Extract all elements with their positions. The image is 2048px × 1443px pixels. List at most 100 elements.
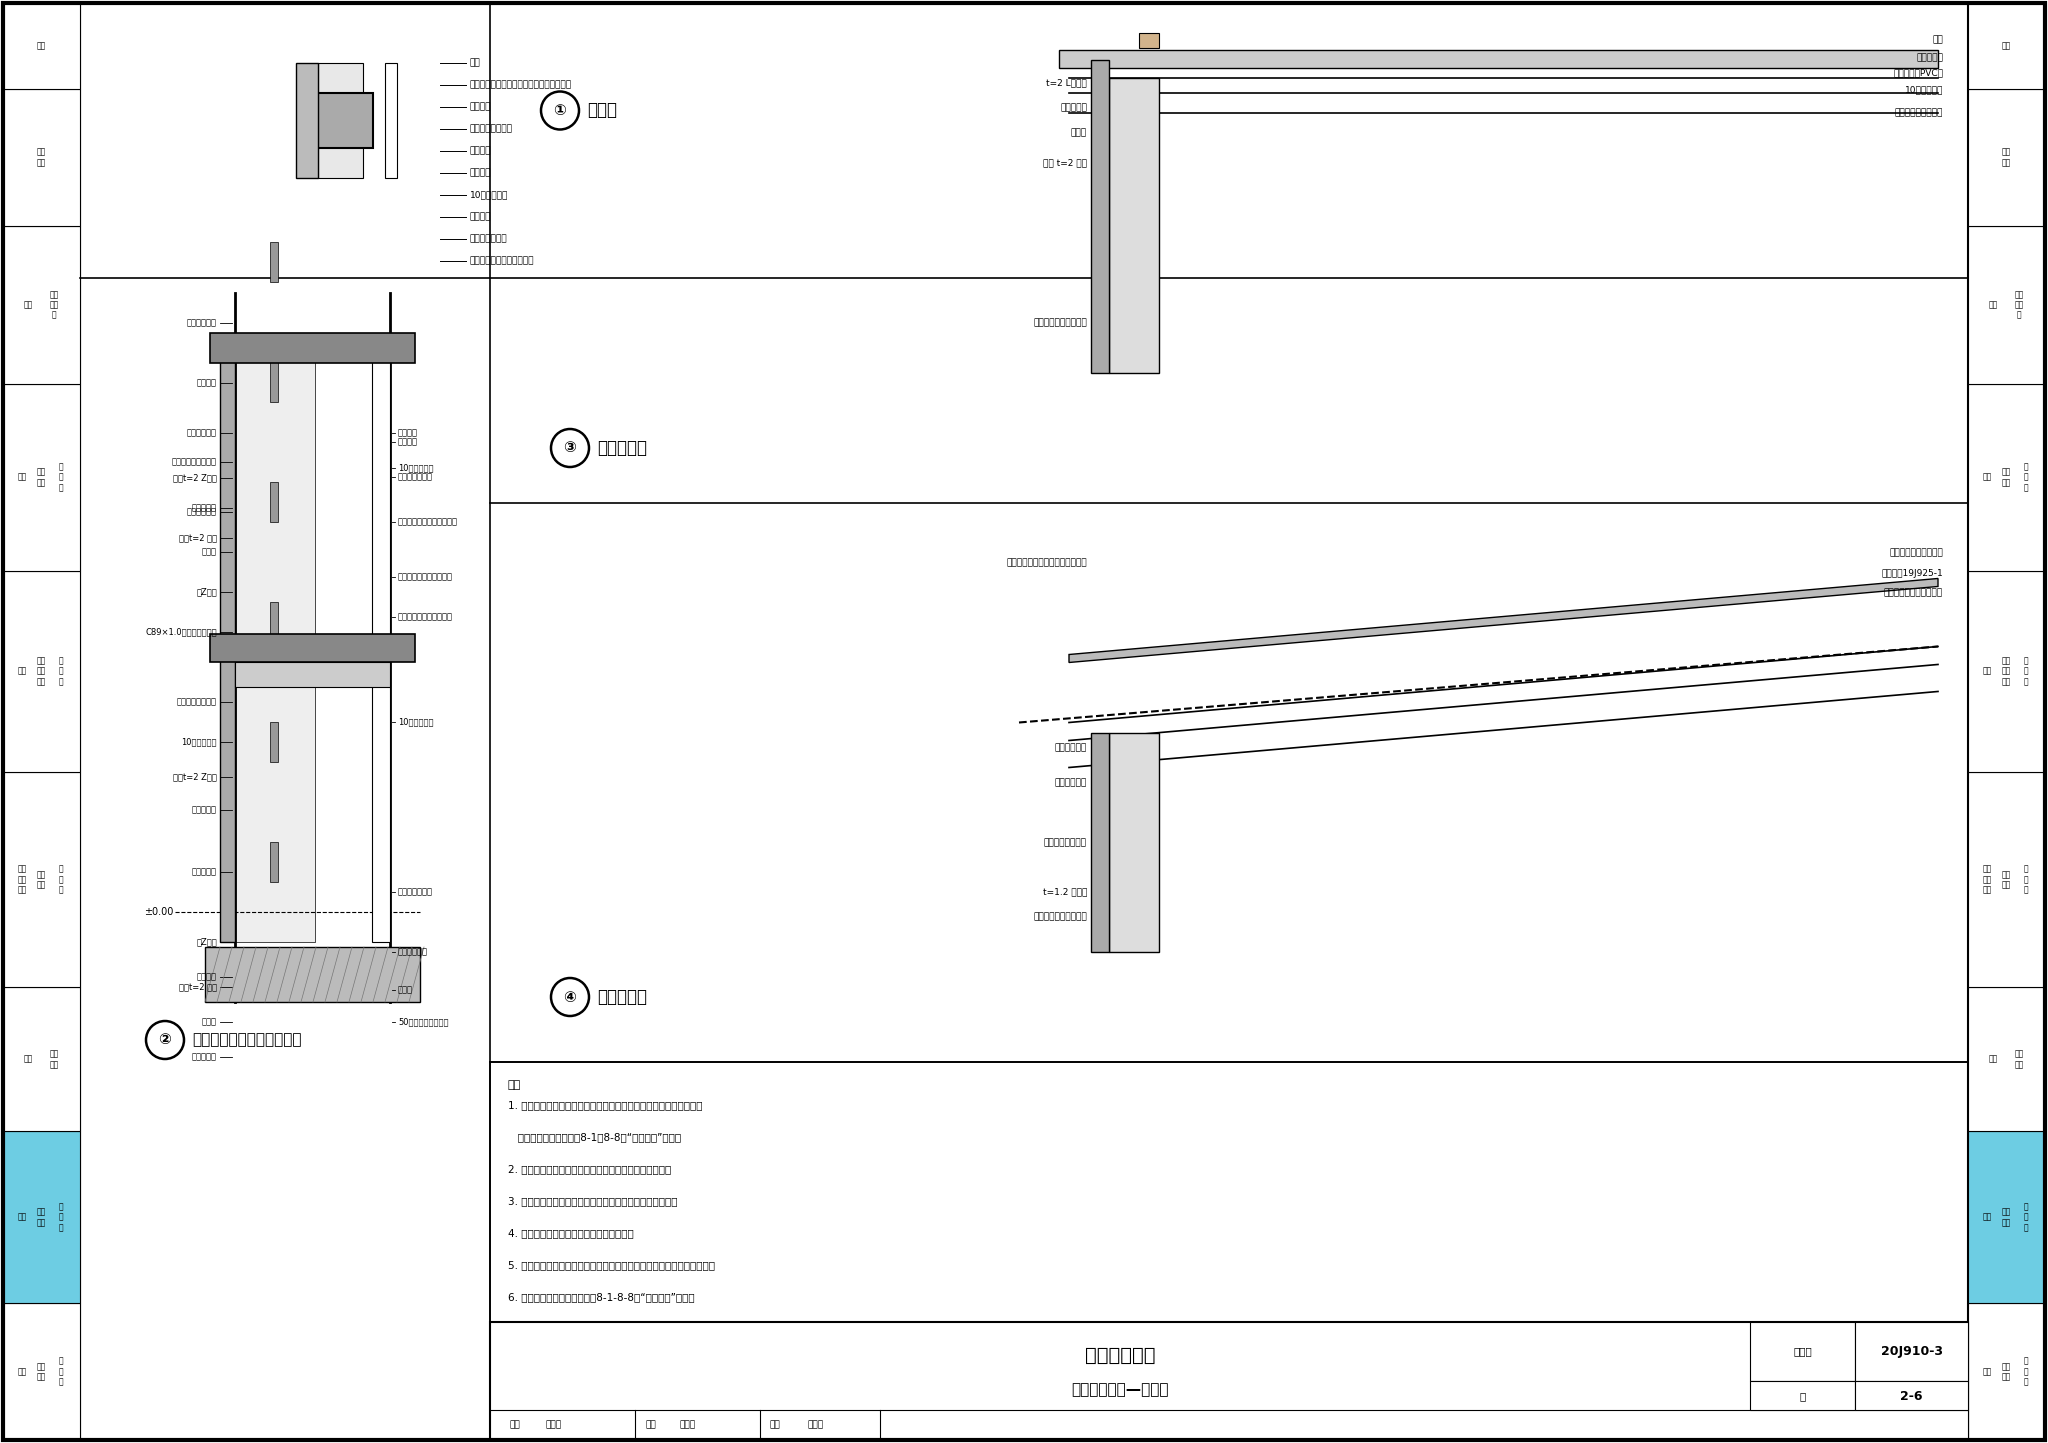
Text: 保温材料: 保温材料 [397, 429, 418, 437]
Text: 外墙内装修见具体工程设计: 外墙内装修见具体工程设计 [397, 517, 459, 527]
Bar [270, 843, 279, 882]
Text: ④: ④ [563, 990, 575, 1004]
Bar [236, 354, 315, 942]
Text: 坡屋面檐口: 坡屋面檐口 [598, 988, 647, 1006]
Text: 附录: 附录 [37, 42, 47, 51]
Text: 外装修见具体工程: 外装修见具体工程 [1044, 838, 1087, 847]
Text: 设计: 设计 [770, 1420, 780, 1430]
Bar [1139, 33, 1159, 48]
Bar [1855, 1322, 1968, 1381]
Text: 房屋: 房屋 [1982, 1368, 1993, 1377]
Text: 10厚硒酸钓板: 10厚硒酸钓板 [1905, 85, 1944, 94]
Text: 房屋: 房屋 [1982, 667, 1993, 675]
Text: 拆
装
式: 拆 装 式 [59, 462, 63, 492]
Text: （冲通风孔加防护网）: （冲通风孔加防护网） [1034, 912, 1087, 922]
Bar [270, 242, 279, 281]
Text: t=2 L形铁件: t=2 L形铁件 [1047, 78, 1087, 88]
Text: 集装
筱化: 集装 筱化 [2001, 1362, 2011, 1381]
Text: 房屋: 房屋 [18, 1212, 27, 1222]
Text: 角柱: 角柱 [469, 59, 481, 68]
Bar [1968, 1131, 2046, 1303]
Text: 图集号: 图集号 [1794, 1346, 1812, 1356]
Text: ②: ② [158, 1033, 172, 1048]
Bar [270, 602, 279, 642]
Text: 自然通风路径: 自然通风路径 [1055, 778, 1087, 786]
Bar [2, 987, 80, 1131]
Text: 础筑勒脚: 础筑勒脚 [197, 973, 217, 981]
Text: 房屋: 房屋 [1982, 1212, 1993, 1222]
Bar [1855, 1381, 1968, 1410]
Text: 10厚硒酸钓板: 10厚硒酸钓板 [469, 190, 508, 199]
Text: 整长高波压型金属板或直立锁边压型金属板: 整长高波压型金属板或直立锁边压型金属板 [469, 81, 571, 89]
Bar [489, 1410, 1968, 1440]
Text: 轻钉龙骨石膏板: 轻钉龙骨石膏板 [397, 472, 432, 481]
Bar [373, 354, 389, 942]
Text: ①: ① [553, 102, 567, 118]
Text: 手工弯滤水: 手工弯滤水 [193, 504, 217, 512]
Text: 焊Z形铁: 焊Z形铁 [197, 587, 217, 596]
Bar [317, 92, 373, 149]
Bar [270, 722, 279, 762]
Bar [2, 772, 80, 987]
Text: 板式
模块
化: 板式 模块 化 [2015, 290, 2023, 320]
Text: 通用
构造: 通用 构造 [2001, 147, 2011, 167]
Text: 轻钉
结构: 轻钉 结构 [2001, 468, 2011, 486]
Text: 平面图: 平面图 [588, 101, 616, 120]
Bar [2, 89, 80, 225]
Text: 2-6: 2-6 [1901, 1390, 1923, 1403]
Bar [2, 225, 80, 384]
Text: 点焊t=2 角铁: 点焊t=2 角铁 [178, 534, 217, 543]
Text: 卜宗舰: 卜宗舰 [809, 1420, 823, 1430]
Text: 点焊t=2 Z形铁: 点焊t=2 Z形铁 [174, 473, 217, 482]
Text: 瓦顶挑杆: 瓦顶挑杆 [197, 378, 217, 388]
Text: 框架筱式房屋: 框架筱式房屋 [1085, 1345, 1155, 1365]
Bar [317, 63, 362, 177]
Bar [1749, 1381, 1855, 1410]
Text: 樸条下方通长木板: 樸条下方通长木板 [469, 124, 512, 134]
Text: 附录: 附录 [2001, 42, 2011, 51]
Text: 点焊 t=2 角铁: 点焊 t=2 角铁 [1042, 159, 1087, 167]
Text: 模
块
化: 模 块 化 [59, 1356, 63, 1387]
Bar [2, 3, 80, 89]
Bar [1092, 61, 1110, 372]
Text: 6. 楼地面做法可参见本图集第8-1-8-8页“通用构造”部分。: 6. 楼地面做法可参见本图集第8-1-8-8页“通用构造”部分。 [508, 1291, 694, 1302]
Text: 5. 因模块运输尺寸所限，各部位应紧凑型设计，合理地选定开间与净高。: 5. 因模块运输尺寸所限，各部位应紧凑型设计，合理地选定开间与净高。 [508, 1260, 715, 1270]
Text: 审核: 审核 [510, 1420, 520, 1430]
Bar [205, 947, 420, 1001]
Bar [1968, 225, 2046, 384]
Bar [2, 1303, 80, 1440]
Bar [2, 384, 80, 570]
Text: 防水卷材（PVC）: 防水卷材（PVC） [1892, 68, 1944, 78]
Text: 底盘
筱式: 底盘 筱式 [49, 1049, 59, 1069]
Text: 彩色压型金属板封檐: 彩色压型金属板封檐 [172, 457, 217, 466]
Text: 模
块
化: 模 块 化 [2023, 864, 2028, 895]
Text: t=1.2 镖锌件: t=1.2 镖锌件 [1042, 887, 1087, 896]
Bar [236, 662, 389, 687]
Text: 国标图集19J925-1: 国标图集19J925-1 [1882, 569, 1944, 577]
Text: 楼面做法见具体工程设计: 楼面做法见具体工程设计 [397, 573, 453, 582]
Text: 冷弯
薄壁: 冷弯 薄壁 [37, 870, 47, 889]
Text: 房屋: 房屋 [25, 1055, 33, 1063]
Bar [270, 482, 279, 522]
Text: 点焊t=2 角铁: 点焊t=2 角铁 [178, 983, 217, 991]
Text: 外装修见具体工程设计: 外装修见具体工程设计 [1034, 319, 1087, 328]
Bar [295, 63, 317, 177]
Bar [219, 354, 236, 942]
Text: 密封胶: 密封胶 [1071, 128, 1087, 137]
Text: 拆
装
式: 拆 装 式 [2023, 462, 2028, 492]
Text: C89×1.0龙骨中填保温棉: C89×1.0龙骨中填保温棉 [145, 628, 217, 636]
Text: 铝答玻璃棉湈: 铝答玻璃棉湈 [1055, 743, 1087, 752]
Text: 1. 本例为以冷弯薄壁型钉复合填充的筱式房屋墙身大样示例，墙体外: 1. 本例为以冷弯薄壁型钉复合填充的筱式房屋墙身大样示例，墙体外 [508, 1100, 702, 1110]
Circle shape [551, 429, 590, 468]
Bar [489, 1322, 1968, 1440]
Text: 自然通风路径: 自然通风路径 [186, 429, 217, 437]
Text: 2. 梁柱型材为假定，选用其他型材时墙身构造原理不变。: 2. 梁柱型材为假定，选用其他型材时墙身构造原理不变。 [508, 1165, 672, 1175]
Text: 郑连李: 郑连李 [680, 1420, 696, 1430]
Text: ③: ③ [563, 440, 575, 456]
Text: 房屋: 房屋 [1989, 1055, 1999, 1063]
Text: 轻钉龙骨石膏板: 轻钉龙骨石膏板 [397, 887, 432, 896]
Text: 校对: 校对 [645, 1420, 655, 1430]
Text: 框架
轻型
钉化: 框架 轻型 钉化 [37, 657, 47, 685]
Text: 模
块
化: 模 块 化 [2023, 657, 2028, 685]
Text: 彩铝板型件: 彩铝板型件 [1917, 53, 1944, 62]
